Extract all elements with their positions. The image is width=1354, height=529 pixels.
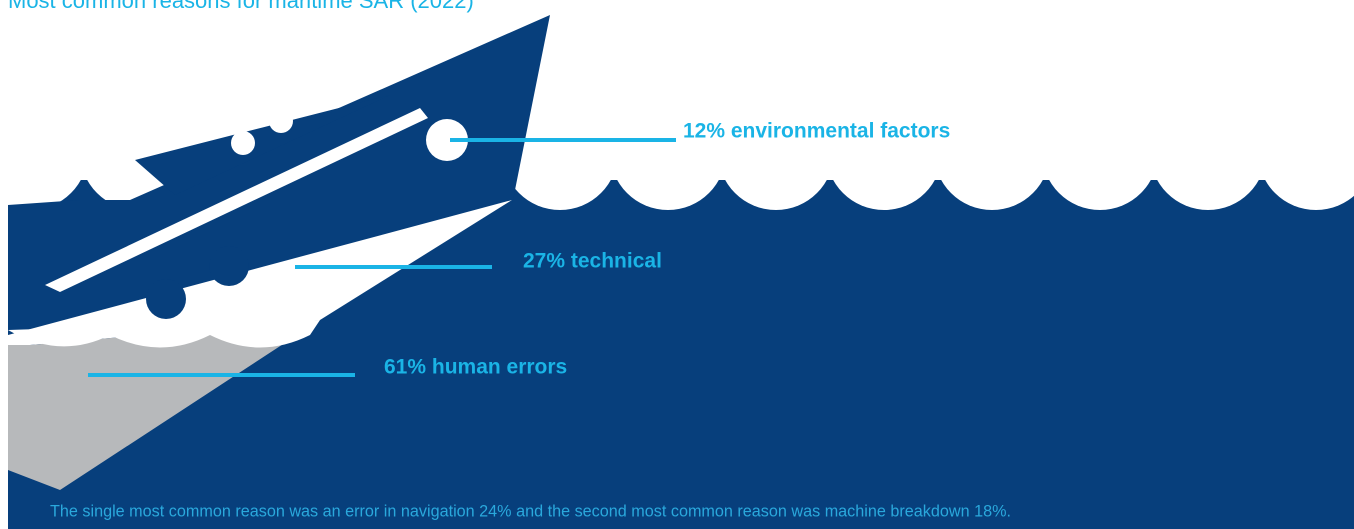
title: Most common reasons for maritime SAR (20… bbox=[8, 0, 474, 13]
wave bbox=[934, 94, 1050, 210]
porthole bbox=[231, 131, 255, 155]
wave bbox=[826, 94, 942, 210]
wave bbox=[1150, 94, 1266, 210]
wave bbox=[1042, 94, 1158, 210]
cabin bbox=[135, 95, 390, 195]
hull-stripe bbox=[45, 108, 428, 292]
wave bbox=[502, 94, 618, 210]
label: 61% human errors bbox=[384, 356, 567, 379]
hull-lower bbox=[8, 200, 512, 345]
footer: The single most common reason was an err… bbox=[50, 502, 1011, 520]
wave bbox=[1258, 94, 1354, 210]
wave bbox=[610, 94, 726, 210]
wave bbox=[718, 94, 834, 210]
label: 12% environmental factors bbox=[683, 120, 950, 143]
porthole bbox=[426, 119, 468, 161]
porthole bbox=[146, 279, 186, 319]
front-wave bbox=[8, 320, 320, 348]
wave bbox=[0, 94, 88, 210]
label: 27% technical bbox=[523, 250, 662, 273]
porthole bbox=[209, 246, 249, 286]
porthole bbox=[269, 109, 293, 133]
hull-submerged bbox=[8, 320, 320, 490]
